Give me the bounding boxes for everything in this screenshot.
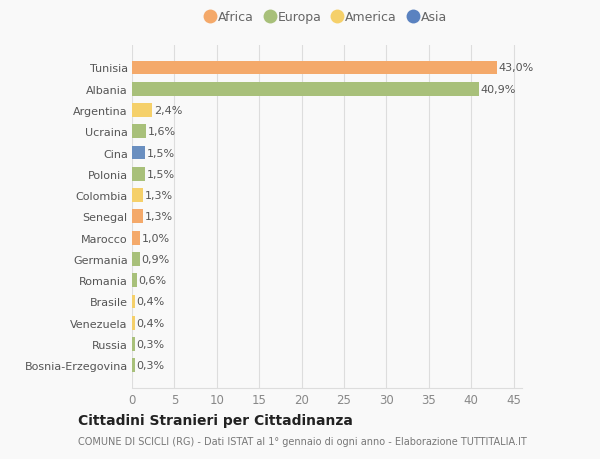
- Legend: Africa, Europa, America, Asia: Africa, Europa, America, Asia: [207, 11, 447, 24]
- Bar: [132, 146, 145, 160]
- Text: 0,4%: 0,4%: [137, 297, 165, 307]
- Text: 0,3%: 0,3%: [136, 339, 164, 349]
- Bar: [132, 252, 140, 266]
- Text: 0,3%: 0,3%: [136, 360, 164, 370]
- Text: Cittadini Stranieri per Cittadinanza: Cittadini Stranieri per Cittadinanza: [78, 414, 353, 428]
- Bar: [132, 337, 134, 351]
- Bar: [132, 83, 479, 96]
- Bar: [132, 358, 134, 372]
- Text: COMUNE DI SCICLI (RG) - Dati ISTAT al 1° gennaio di ogni anno - Elaborazione TUT: COMUNE DI SCICLI (RG) - Dati ISTAT al 1°…: [78, 437, 527, 446]
- Text: 0,4%: 0,4%: [137, 318, 165, 328]
- Bar: [132, 168, 145, 181]
- Text: 2,4%: 2,4%: [154, 106, 183, 116]
- Text: 1,0%: 1,0%: [142, 233, 170, 243]
- Text: 0,9%: 0,9%: [141, 254, 169, 264]
- Text: 43,0%: 43,0%: [499, 63, 534, 73]
- Text: 1,5%: 1,5%: [147, 169, 175, 179]
- Bar: [132, 295, 136, 308]
- Bar: [132, 125, 146, 139]
- Text: 1,3%: 1,3%: [145, 212, 173, 222]
- Text: 40,9%: 40,9%: [481, 84, 516, 95]
- Bar: [132, 62, 497, 75]
- Text: 1,6%: 1,6%: [148, 127, 176, 137]
- Bar: [132, 316, 136, 330]
- Bar: [132, 104, 152, 118]
- Bar: [132, 231, 140, 245]
- Bar: [132, 210, 143, 224]
- Text: 1,3%: 1,3%: [145, 190, 173, 201]
- Text: 0,6%: 0,6%: [139, 275, 166, 285]
- Bar: [132, 189, 143, 202]
- Bar: [132, 274, 137, 287]
- Text: 1,5%: 1,5%: [147, 148, 175, 158]
